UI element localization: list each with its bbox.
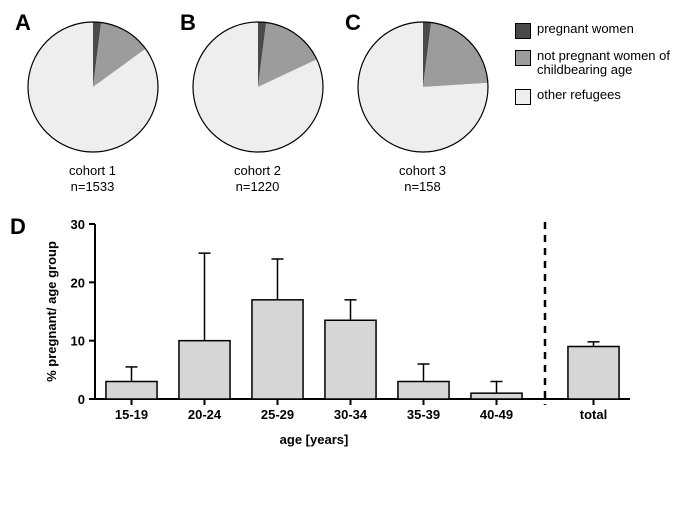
pie-chart: [191, 20, 325, 154]
pie-caption: cohort 2n=1220: [175, 163, 340, 194]
x-tick-label: 30-34: [334, 407, 368, 422]
bar: [398, 382, 449, 400]
pie-caption: cohort 3n=158: [340, 163, 505, 194]
pie-row: Acohort 1n=1533Bcohort 2n=1220Ccohort 3n…: [10, 10, 680, 194]
bar-svg: 0 10 20 30 % pregnant/ age group 15-19 20-24 25…: [40, 214, 640, 454]
panel-letter-D: D: [10, 214, 26, 240]
legend-label: pregnant women: [537, 22, 634, 36]
pies-container: Acohort 1n=1533Bcohort 2n=1220Ccohort 3n…: [10, 10, 505, 194]
bar: [252, 300, 303, 399]
legend-item: pregnant women: [515, 22, 680, 39]
x-tick-label: 25-29: [261, 407, 294, 422]
panel-letter-A: A: [15, 10, 31, 36]
y-tick-label: 20: [71, 276, 85, 291]
legend-item: other refugees: [515, 88, 680, 105]
x-tick-label: 15-19: [115, 407, 148, 422]
legend-swatch: [515, 89, 531, 105]
pie-caption: cohort 1n=1533: [10, 163, 175, 194]
bar: [179, 341, 230, 399]
y-tick-label: 0: [78, 392, 85, 407]
panel-letter-C: C: [345, 10, 361, 36]
x-axis-label: age [years]: [280, 432, 349, 447]
pie-chart: [356, 20, 490, 154]
legend-swatch: [515, 23, 531, 39]
pie-panel: Ccohort 3n=158: [340, 10, 505, 194]
panel-letter-B: B: [180, 10, 196, 36]
legend-label: not pregnant women of childbearing age: [537, 49, 680, 78]
bar: [471, 393, 522, 399]
legend: pregnant women not pregnant women of chil…: [515, 22, 680, 115]
y-tick-label: 30: [71, 217, 85, 232]
y-axis-label: % pregnant/ age group: [44, 241, 59, 382]
bar: [568, 347, 619, 400]
pie-chart: [26, 20, 160, 154]
x-tick-label: total: [580, 407, 607, 422]
x-tick-label: 35-39: [407, 407, 440, 422]
pie-panel: Bcohort 2n=1220: [175, 10, 340, 194]
y-tick-label: 10: [71, 334, 85, 349]
legend-item: not pregnant women of childbearing age: [515, 49, 680, 78]
figure: Acohort 1n=1533Bcohort 2n=1220Ccohort 3n…: [10, 10, 680, 459]
legend-label: other refugees: [537, 88, 621, 102]
legend-swatch: [515, 50, 531, 66]
pie-panel: Acohort 1n=1533: [10, 10, 175, 194]
pie-slice-not_pregnant: [423, 23, 488, 87]
bar-chart: 0 10 20 30 % pregnant/ age group 15-19 20-24 25…: [40, 214, 680, 459]
bar: [325, 320, 376, 399]
x-tick-label: 20-24: [188, 407, 222, 422]
bar-panel: D 0 10 20 30 % pregnant/ age group 15-19 20-24…: [10, 214, 680, 459]
x-tick-label: 40-49: [480, 407, 513, 422]
bar: [106, 382, 157, 400]
